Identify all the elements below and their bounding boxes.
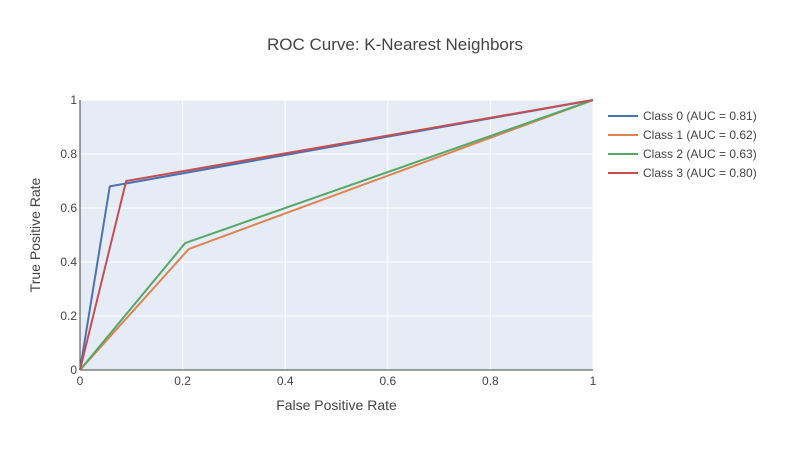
- y-tick-label: 0.4: [60, 255, 77, 269]
- plot-area: [80, 100, 593, 370]
- legend-item-class-1[interactable]: Class 1 (AUC = 0.62): [608, 128, 757, 142]
- x-tick-label: 0.4: [277, 374, 294, 388]
- legend-item-class-0[interactable]: Class 0 (AUC = 0.81): [608, 109, 757, 123]
- legend[interactable]: Class 0 (AUC = 0.81) Class 1 (AUC = 0.62)…: [608, 109, 757, 180]
- y-tick-label: 0: [70, 363, 77, 377]
- x-tick-label: 0.8: [482, 374, 499, 388]
- legend-item-class-2[interactable]: Class 2 (AUC = 0.63): [608, 147, 757, 161]
- x-tick-label: 0.6: [379, 374, 396, 388]
- x-tick-label: 1: [590, 374, 597, 388]
- y-tick-label: 0.6: [60, 201, 77, 215]
- y-tick-label: 0.8: [60, 147, 77, 161]
- x-tick-label: 0.2: [174, 374, 191, 388]
- x-tick-label: 0: [77, 374, 84, 388]
- y-tick-label: 0.2: [60, 309, 77, 323]
- y-tick-label: 1: [70, 93, 77, 107]
- legend-label: Class 3 (AUC = 0.80): [643, 166, 757, 180]
- chart-title: ROC Curve: K-Nearest Neighbors: [267, 35, 523, 54]
- y-axis-title: True Positive Rate: [27, 177, 43, 292]
- legend-label: Class 1 (AUC = 0.62): [643, 128, 757, 142]
- legend-label: Class 2 (AUC = 0.63): [643, 147, 757, 161]
- legend-item-class-3[interactable]: Class 3 (AUC = 0.80): [608, 166, 757, 180]
- x-axis-title: False Positive Rate: [276, 397, 397, 413]
- legend-label: Class 0 (AUC = 0.81): [643, 109, 757, 123]
